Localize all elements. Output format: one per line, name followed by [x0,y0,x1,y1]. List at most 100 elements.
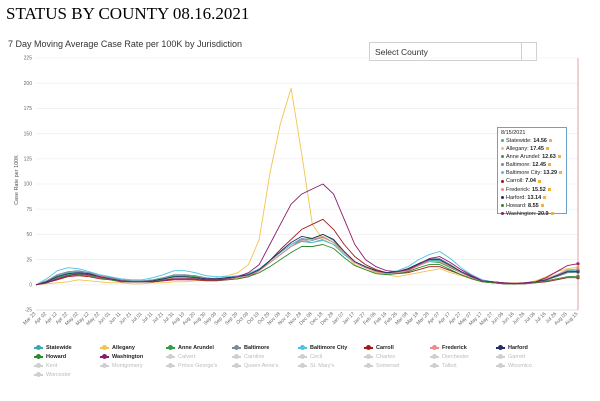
legend-marker-icon [34,363,43,369]
tooltip-swatch-icon [540,203,544,207]
legend-item-baltimore[interactable]: Baltimore [232,345,269,352]
legend-item-frederick[interactable]: Frederick [430,345,467,352]
legend-item-anne-arundel[interactable]: Anne Arundel [166,345,214,352]
legend-item-allegany[interactable]: Allegany [100,345,135,352]
y-tick-label: 100 [24,182,33,188]
legend-label: St. Mary's [310,363,335,369]
chart-tooltip: 8/15/2021 Statewide: 14.56 Allegany: 17.4… [497,127,567,217]
tooltip-label: Howard: [506,202,529,209]
legend-marker-icon [100,354,109,360]
x-tick-label: Jul 01 [130,311,144,325]
tooltip-swatch-icon [548,139,552,143]
legend-label: Baltimore [244,345,270,351]
legend-marker-icon [232,363,241,369]
county-select[interactable]: Select County [369,42,537,61]
legend-item-somerset[interactable]: Somerset [364,363,400,370]
tooltip-value: 12.63 [542,154,556,161]
series-line-frederick[interactable] [35,235,579,286]
tooltip-value: 12.45 [532,162,547,169]
tooltip-dot-icon [501,155,504,159]
chart-gridlines [36,57,578,311]
tooltip-label: Baltimore City: [506,170,544,177]
legend-marker-icon [166,363,175,369]
tooltip-value: 13.14 [527,194,542,201]
legend-item-washington[interactable]: Washington [100,354,143,361]
y-tick-label: 225 [24,56,33,62]
tooltip-value: 14.56 [533,138,547,144]
legend-marker-icon [364,354,373,360]
legend-marker-icon [364,363,373,369]
series-line-washington[interactable] [35,183,579,286]
series-line-carroll[interactable] [35,218,578,286]
y-axis-title: Case Rate per 100K [14,155,20,205]
legend-item-cecil[interactable]: Cecil [298,354,322,361]
legend-label: Montgomery [112,363,143,369]
legend-item-wicomico[interactable]: Wicomico [496,363,532,370]
legend-item-montgomery[interactable]: Montgomery [100,363,143,370]
tooltip-swatch-icon [547,187,551,191]
tooltip-label: Frederick: [506,186,532,193]
tooltip-row: Howard: 8.55 [501,202,563,210]
y-axis-ticks: -25 0 25 50 75 100 125 150 175 200 225 [24,56,33,314]
legend-marker-icon [430,363,439,369]
legend-marker-icon [496,354,505,360]
legend-label: Washington [112,354,144,360]
tooltip-row: Allegany: 17.45 [501,145,563,153]
legend-item-garrett[interactable]: Garrett [496,354,525,361]
legend-marker-icon [232,354,241,360]
legend-marker-icon [34,372,43,378]
series-lines [35,58,580,310]
legend-item-caroline[interactable]: Caroline [232,354,264,361]
tooltip-value: 15.52 [531,186,546,193]
tooltip-value: 7.04 [525,178,536,185]
legend-item-worcester[interactable]: Worcester [34,372,71,379]
tooltip-swatch-icon [557,155,561,159]
legend-item-charles[interactable]: Charles [364,354,395,361]
legend-marker-icon [496,363,505,369]
tooltip-value: 8.55 [528,202,539,209]
legend-label: Queen Anne's [244,363,279,369]
y-tick-label: 0 [29,283,32,289]
tooltip-date: 8/15/2021 [501,130,526,136]
legend-marker-icon [298,354,307,360]
legend-item-statewide[interactable]: Statewide [34,345,72,352]
series-line-howard[interactable] [35,244,579,286]
legend-item-st-mary-s[interactable]: St. Mary's [298,363,334,370]
chart-title: 7 Day Moving Average Case Rate per 100K … [8,39,242,49]
legend-label: Garrett [508,354,526,360]
legend-item-prince-george-s[interactable]: Prince George's [166,363,217,370]
legend-item-baltimore-city[interactable]: Baltimore City [298,345,347,352]
y-tick-label: 200 [24,81,33,87]
y-tick-label: -25 [25,308,32,314]
legend-label: Prince George's [178,363,218,369]
tooltip-dot-icon [501,187,504,191]
tooltip-dot-icon [501,147,504,151]
tooltip-value: 20.9 [537,210,549,217]
legend-item-talbot[interactable]: Talbot [430,363,457,370]
legend-marker-icon [34,354,43,360]
tooltip-row: Frederick: 15.52 [501,186,563,194]
legend-item-queen-anne-s[interactable]: Queen Anne's [232,363,278,370]
tooltip-dot-icon [501,195,504,199]
tooltip-row: Harford: 13.14 [501,194,563,202]
legend-marker-icon [364,345,373,351]
legend-item-calvert[interactable]: Calvert [166,354,195,361]
tooltip-swatch-icon [550,211,554,215]
legend-marker-icon [496,345,505,351]
legend-item-carroll[interactable]: Carroll [364,345,394,352]
legend-item-howard[interactable]: Howard [34,354,66,361]
tooltip-swatch-icon [545,147,549,151]
legend-item-kent[interactable]: Kent [34,363,57,370]
legend-label: Howard [46,354,67,360]
tooltip-row: Anne Arundel: 12.63 [501,153,563,161]
tooltip-swatch-icon [559,171,563,175]
y-tick-label: 75 [26,207,32,213]
series-line-baltimore-city[interactable] [35,238,579,286]
tooltip-swatch-icon [543,195,547,199]
select-arrow[interactable] [521,43,536,60]
tooltip-label: Carroll: [506,178,526,185]
tooltip-dot-icon [501,139,504,143]
legend-item-harford[interactable]: Harford [496,345,528,352]
legend-item-dorchester[interactable]: Dorchester [430,354,469,361]
legend-label: Kent [46,363,58,369]
